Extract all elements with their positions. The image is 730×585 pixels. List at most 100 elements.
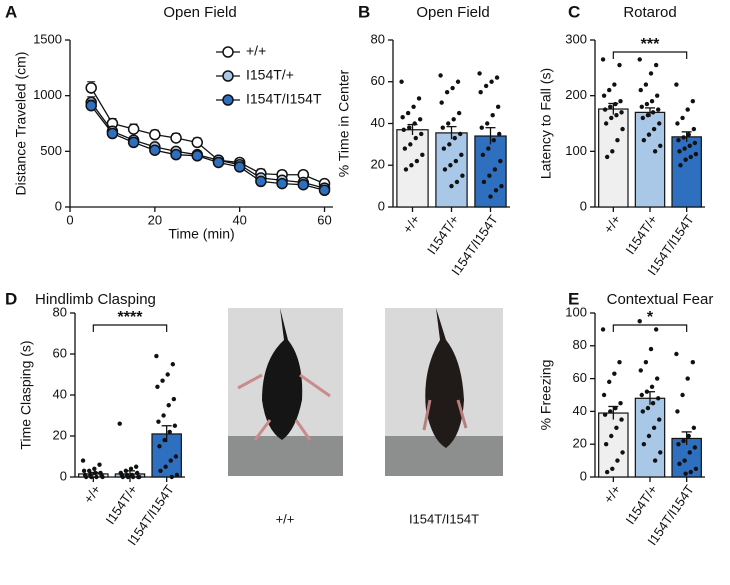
x-tick-label: 60 <box>317 212 331 227</box>
data-point <box>652 458 658 463</box>
data-point <box>459 152 464 158</box>
significance-bracket <box>92 324 168 332</box>
data-point <box>683 471 688 476</box>
data-point <box>692 140 698 146</box>
data-point <box>604 469 610 475</box>
data-point <box>137 474 142 480</box>
bar <box>396 129 429 208</box>
data-point <box>607 87 612 93</box>
data-point <box>645 405 651 411</box>
data-point <box>486 146 491 151</box>
data-point <box>618 99 623 104</box>
data-point <box>687 450 692 455</box>
x-tick-label: +/+ <box>81 482 104 506</box>
data-point <box>646 433 652 439</box>
data-point <box>454 179 460 185</box>
data-point <box>643 360 649 365</box>
data-point <box>677 461 682 467</box>
data-point <box>682 146 687 151</box>
data-point <box>154 353 159 359</box>
data-point <box>89 474 94 480</box>
data-point <box>80 458 86 463</box>
data-point <box>691 126 697 132</box>
legend-marker <box>222 46 234 58</box>
data-point <box>478 89 483 95</box>
data-point <box>414 158 420 164</box>
y-tick-label: 40 <box>573 403 587 418</box>
data-point <box>499 183 504 189</box>
data-point <box>620 126 625 132</box>
y-tick-label: 60 <box>371 73 385 88</box>
data-point <box>653 62 659 68</box>
x-tick-label: +/+ <box>601 212 624 236</box>
data-point <box>449 183 454 189</box>
x-tick-label: +/+ <box>601 482 624 506</box>
data-point <box>686 132 691 137</box>
data-point <box>640 409 646 414</box>
y-tick-label: 20 <box>53 427 67 442</box>
panel-letter: D <box>5 289 17 308</box>
data-point <box>130 474 136 480</box>
y-axis-label: Distance Traveled (cm) <box>13 52 29 196</box>
data-point <box>691 425 697 430</box>
data-point <box>440 125 445 130</box>
data-point <box>609 115 614 121</box>
y-tick-label: 300 <box>565 31 587 46</box>
data-point <box>174 472 180 478</box>
chart-title: Rotarod <box>623 4 676 21</box>
data-point <box>169 474 174 480</box>
panel-letter: E <box>568 289 579 308</box>
data-point <box>162 437 167 443</box>
data-point <box>692 445 698 450</box>
point <box>149 144 161 156</box>
data-point <box>480 152 486 158</box>
data-point <box>657 417 662 422</box>
data-point <box>600 327 606 332</box>
data-point <box>452 135 457 141</box>
data-point <box>648 346 654 352</box>
data-point <box>610 466 615 471</box>
data-point <box>456 110 462 116</box>
data-point <box>133 464 139 469</box>
data-point <box>453 158 459 164</box>
data-point <box>491 138 496 143</box>
data-point <box>497 131 502 137</box>
data-point <box>651 425 657 430</box>
point <box>149 128 161 141</box>
data-point <box>617 360 622 365</box>
data-point <box>650 401 656 406</box>
data-point <box>420 152 425 158</box>
data-point <box>481 179 487 185</box>
data-point <box>608 409 613 414</box>
data-point <box>687 143 692 148</box>
point <box>297 178 310 191</box>
point <box>127 136 140 149</box>
photo-caption: +/+ <box>276 511 295 526</box>
data-point <box>601 392 607 398</box>
y-tick-label: 0 <box>60 468 67 483</box>
data-point <box>401 127 406 132</box>
data-point <box>402 146 408 151</box>
data-point <box>125 474 131 480</box>
significance-bracket <box>612 51 688 59</box>
data-point <box>677 149 682 154</box>
point <box>170 148 182 161</box>
data-point <box>610 149 615 154</box>
data-point <box>170 362 176 367</box>
data-point <box>617 62 622 68</box>
data-point <box>638 87 643 93</box>
data-point <box>441 146 447 151</box>
data-point <box>419 131 424 137</box>
data-point <box>408 142 413 147</box>
data-point <box>448 163 453 168</box>
data-point <box>413 135 418 141</box>
panel-letter: C <box>568 2 580 21</box>
y-tick-label: 60 <box>53 345 67 360</box>
data-point <box>615 458 620 463</box>
data-point <box>639 392 644 398</box>
data-point <box>676 138 681 143</box>
data-point <box>490 112 495 118</box>
x-tick-label: I154T/+ <box>102 482 140 527</box>
data-point <box>411 104 416 110</box>
